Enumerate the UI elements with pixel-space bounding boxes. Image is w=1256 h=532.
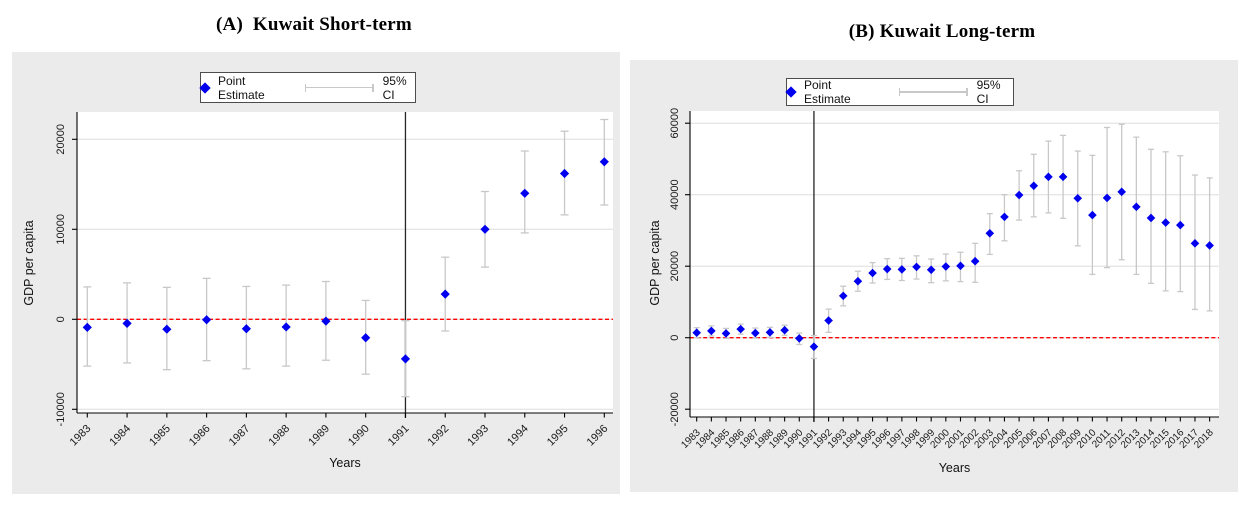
chart-b-legend: Point Estimate 95% CI	[785, 78, 1014, 106]
point-1995	[559, 168, 570, 179]
chart-b: (B) Kuwait Long-term -20000 0 20000 40000 60…	[628, 0, 1256, 532]
point-1992	[824, 316, 833, 325]
y-tick-label: 0	[669, 335, 681, 341]
point-1988	[281, 322, 291, 332]
point-2017	[1190, 239, 1200, 248]
point-2018	[1205, 241, 1214, 250]
point-1996	[882, 264, 892, 274]
chart-b-title: (B) Kuwait Long-term	[848, 21, 1036, 42]
point-1996	[599, 157, 609, 167]
point-1986	[736, 324, 745, 334]
point-1992	[440, 289, 450, 299]
y-tick-label: -10000	[55, 392, 67, 426]
y-tick-label: 20000	[669, 251, 681, 282]
ci-line-icon	[898, 88, 968, 96]
point-2007	[1044, 172, 1053, 182]
point-1986	[202, 315, 212, 325]
legend-point-label: Point Estimate	[218, 73, 265, 102]
y-tick-label: 40000	[669, 179, 681, 210]
point-1998	[912, 262, 921, 272]
point-2000	[941, 262, 951, 271]
point-2015	[1161, 218, 1170, 227]
y-tick-label: -20000	[669, 392, 681, 426]
point-1989	[321, 316, 331, 326]
point-1990	[794, 334, 804, 343]
point-2009	[1073, 193, 1083, 203]
y-tick-label: 60000	[669, 108, 681, 139]
point-1994	[853, 276, 863, 286]
point-1995	[868, 268, 877, 278]
point-1984	[707, 326, 716, 336]
point-2005	[1014, 190, 1024, 200]
point-1987	[241, 324, 251, 334]
point-2004	[1000, 212, 1009, 222]
point-1983	[692, 328, 701, 337]
point-1994	[520, 188, 530, 198]
point-2010	[1088, 210, 1097, 220]
point-1997	[897, 265, 907, 274]
y-tick-label: 0	[55, 316, 67, 322]
ci-line-icon	[304, 83, 374, 92]
point-marker-icon	[199, 81, 211, 94]
point-2002	[970, 256, 980, 266]
point-1985	[162, 324, 172, 334]
y-tick-label: 10000	[55, 214, 67, 245]
point-2001	[956, 261, 965, 271]
point-2011	[1102, 193, 1112, 203]
plot-area	[690, 111, 1219, 417]
point-1999	[926, 265, 936, 275]
legend-ci-label: 95% CI	[976, 78, 1001, 106]
point-2013	[1132, 202, 1141, 212]
chart-a-xaxis-title: Years	[329, 456, 361, 470]
point-marker-icon	[785, 86, 797, 98]
point-1984	[122, 318, 132, 328]
point-1990	[361, 333, 371, 343]
point-1988	[765, 328, 775, 337]
plot-area	[77, 112, 613, 413]
point-1983	[82, 322, 92, 332]
point-1993	[480, 224, 490, 234]
point-1987	[751, 328, 760, 338]
chart-a-legend: Point Estimate 95% CI	[199, 72, 416, 103]
point-1991	[400, 354, 411, 364]
chart-b-xaxis-title: Years	[938, 461, 971, 475]
point-2012	[1117, 187, 1126, 197]
chart-a-title: (A) Kuwait Short-term	[216, 14, 412, 35]
point-2016	[1176, 220, 1185, 230]
chart-a-yaxis-title: GDP per capita	[22, 220, 36, 306]
point-2003	[985, 229, 995, 238]
point-2008	[1058, 172, 1068, 182]
legend-point-label: Point Estimate	[804, 78, 851, 106]
y-tick-label: 20000	[55, 124, 67, 155]
chart-b-plot: -200000200004000060000198319841985198619…	[630, 60, 1238, 492]
chart-a: (A) Kuwait Short-term -10000 0 10000 20000 1…	[12, 14, 620, 494]
chart-b-yaxis-title: GDP per capita	[648, 220, 662, 306]
point-1991	[809, 342, 819, 351]
point-2006	[1029, 181, 1039, 191]
legend-ci-label: 95% CI	[382, 73, 407, 102]
